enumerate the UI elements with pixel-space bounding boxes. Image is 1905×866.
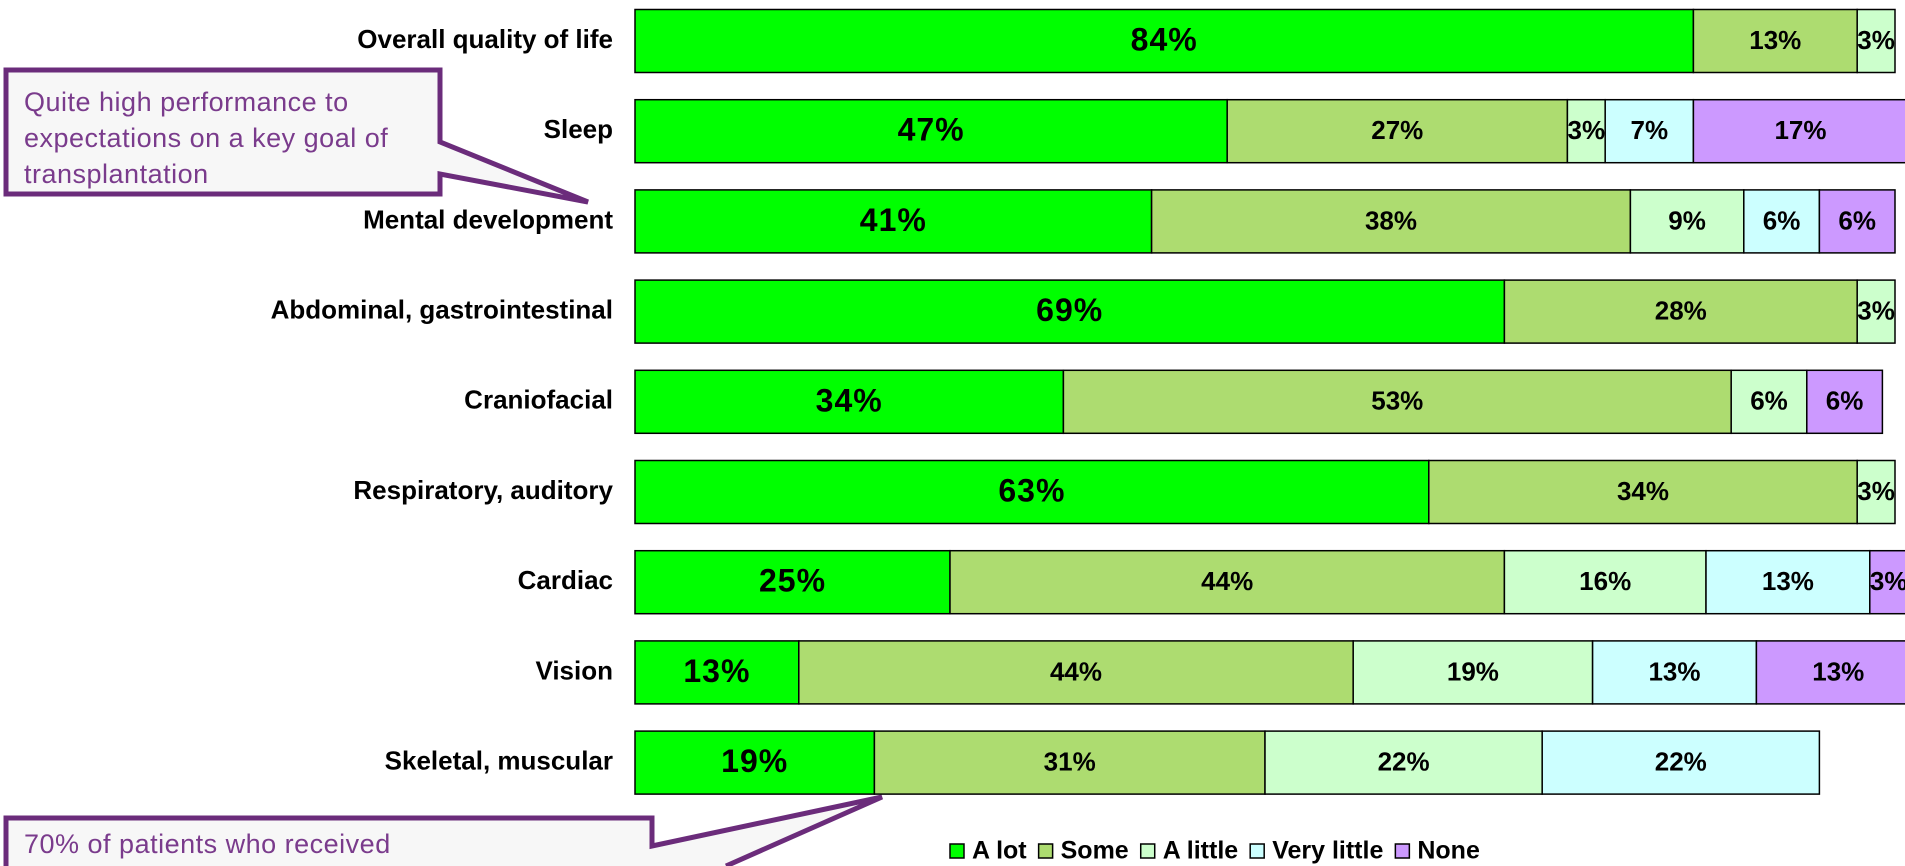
data-label: 44%	[1201, 566, 1253, 596]
bar-segment	[634, 730, 876, 795]
bar-segment	[1428, 459, 1858, 525]
bar-segment	[634, 8, 1695, 74]
data-label: 17%	[1774, 115, 1826, 145]
data-label: 38%	[1365, 205, 1417, 235]
y-tick-label: Sleep	[544, 114, 613, 144]
data-label: 22%	[1655, 746, 1707, 776]
bar-segment	[1503, 549, 1707, 615]
legend-swatch	[1139, 843, 1156, 859]
bar-segment	[1755, 640, 1905, 705]
bar-segment	[1591, 640, 1758, 705]
data-label: 3%	[1857, 295, 1895, 325]
data-label: 6%	[1826, 386, 1864, 416]
bar-segment	[1692, 98, 1905, 164]
data-label: 84%	[1131, 21, 1198, 57]
bar-segment	[634, 369, 1065, 435]
data-label: 16%	[1579, 566, 1631, 596]
data-label: 22%	[1378, 746, 1430, 776]
data-label: 13%	[1812, 656, 1864, 686]
data-label: 19%	[1447, 656, 1499, 686]
y-tick-label: Overall quality of life	[357, 24, 613, 54]
y-tick-label: Respiratory, auditory	[353, 475, 613, 505]
bar-segment	[634, 549, 951, 615]
data-label: 13%	[1648, 656, 1700, 686]
annotation: 70% of patients who received	[24, 829, 391, 859]
bar-segment	[1869, 549, 1905, 615]
bar-segment	[634, 279, 1506, 344]
data-label: 34%	[816, 382, 883, 418]
data-label: 25%	[759, 563, 826, 599]
bar-segment	[1743, 189, 1821, 254]
bar-segment	[949, 549, 1506, 615]
y-tick-label: Skeletal, muscular	[385, 745, 613, 775]
legend-label: Very little	[1272, 837, 1383, 865]
data-label: 3%	[1857, 25, 1895, 55]
callout-box	[3, 67, 589, 205]
data-label: 3%	[1857, 476, 1895, 506]
data-label: 27%	[1371, 115, 1423, 145]
data-label: 63%	[998, 472, 1065, 508]
bar-segment	[1503, 279, 1858, 344]
bar-segment	[1856, 8, 1896, 74]
bar-segment	[1226, 98, 1569, 164]
bar-segment	[634, 459, 1430, 525]
data-label: 31%	[1044, 746, 1096, 776]
callout-box	[3, 794, 884, 866]
legend-label: Some	[1061, 837, 1129, 865]
legend-label: None	[1417, 837, 1480, 865]
bar-segment	[634, 640, 800, 705]
bar-segment	[1806, 369, 1884, 435]
annotation: Quite high performance to expectations o…	[24, 87, 389, 189]
bar-segment	[873, 730, 1266, 795]
legend-swatch	[949, 843, 965, 859]
y-tick-label: Craniofacial	[464, 385, 613, 415]
data-label: 53%	[1371, 386, 1423, 416]
data-label: 13%	[1749, 25, 1801, 55]
y-tick-label: Vision	[535, 655, 613, 685]
legend-swatch	[1249, 843, 1265, 859]
y-tick-label: Mental development	[363, 204, 613, 234]
bar-segment	[1264, 730, 1543, 795]
bar-segment	[1818, 189, 1896, 254]
y-tick-label: Abdominal, gastrointestinal	[271, 294, 613, 324]
legend-swatch	[1394, 843, 1411, 859]
y-tick-label: Cardiac	[518, 565, 613, 595]
data-label: 34%	[1617, 476, 1669, 506]
data-label: 47%	[898, 112, 965, 148]
data-label: 13%	[683, 653, 750, 689]
data-label: 13%	[1762, 566, 1814, 596]
data-label: 6%	[1750, 386, 1788, 416]
data-label: 6%	[1763, 205, 1801, 235]
bar-segment	[634, 98, 1228, 164]
data-label: 3%	[1870, 566, 1905, 596]
bar-segment	[1604, 98, 1695, 164]
bar-segment	[634, 189, 1153, 254]
bar-segment	[1541, 730, 1821, 795]
data-label: 44%	[1050, 656, 1102, 686]
bar-segment	[1856, 459, 1896, 525]
bar-segment	[1705, 549, 1871, 615]
data-label: 69%	[1036, 292, 1103, 328]
bar-segment	[1856, 279, 1896, 344]
data-label: 19%	[721, 743, 788, 779]
bar-segment	[1150, 189, 1632, 254]
legend-swatch	[1037, 843, 1054, 859]
data-label: 9%	[1668, 205, 1706, 235]
data-label: 41%	[860, 202, 927, 238]
legend-label: A little	[1163, 837, 1239, 865]
data-label: 7%	[1631, 115, 1669, 145]
data-label: 28%	[1655, 295, 1707, 325]
data-label: 3%	[1568, 115, 1606, 145]
bar-segment	[798, 640, 1354, 705]
legend-label: A lot	[972, 837, 1027, 865]
bar-segment	[1629, 189, 1745, 254]
data-label: 6%	[1838, 205, 1876, 235]
